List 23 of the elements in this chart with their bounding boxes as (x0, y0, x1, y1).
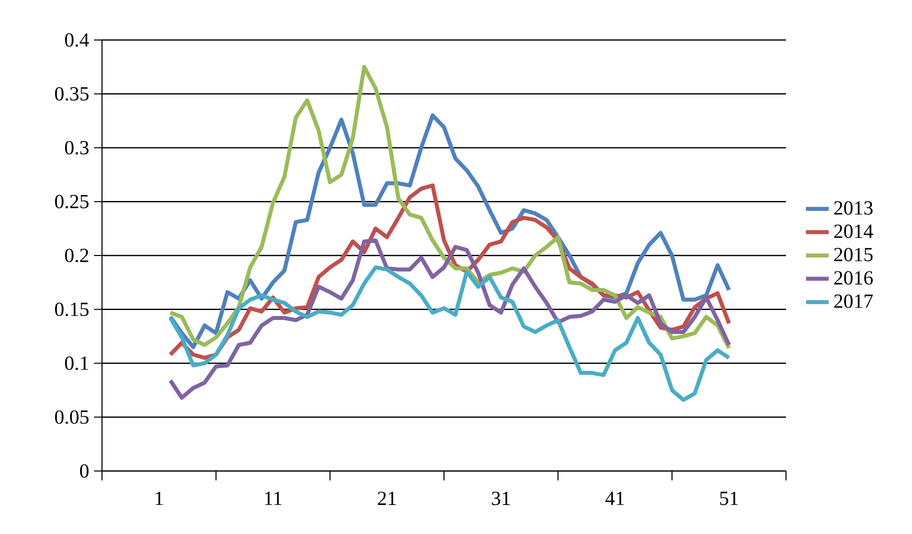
x-tick-label: 21 (378, 492, 396, 505)
x-tick-label: 51 (720, 492, 738, 506)
y-tick-label: 0.15 (55, 302, 89, 316)
y-tick-label: 0.2 (65, 248, 88, 262)
x-tick-label: 31 (492, 492, 510, 506)
y-tick-label: 0.05 (55, 410, 89, 424)
y-tick-label: 0.1 (65, 356, 88, 370)
line-series (168, 238, 731, 400)
y-tick-label: 0.4 (65, 33, 89, 47)
line-series (168, 64, 731, 350)
legend-label: 2017 (834, 294, 873, 308)
x-tick-label: 41 (605, 492, 624, 505)
legend-label: 2014 (834, 224, 874, 238)
legend-label: 2013 (834, 201, 873, 215)
legend-label: 2016 (834, 271, 873, 285)
x-tick-label: 11 (265, 492, 282, 505)
y-tick-label: 0.25 (55, 194, 89, 208)
y-tick-label: 0 (80, 464, 89, 478)
x-tick-label: 1 (156, 492, 163, 505)
line-series (168, 265, 731, 402)
y-tick-label: 0.35 (55, 87, 89, 101)
y-tick-label: 0.3 (65, 140, 89, 155)
legend-label: 2015 (834, 248, 873, 262)
